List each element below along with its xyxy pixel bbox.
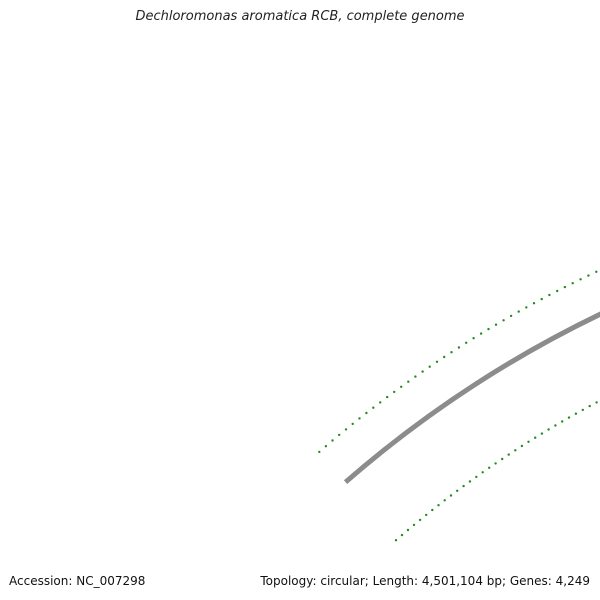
inner-dot-ring: [574, 412, 578, 415]
outer-dot-ring: [532, 302, 536, 305]
outer-dot-ring: [331, 439, 334, 442]
genome-backbone: [343, 311, 600, 484]
inner-dot-ring: [462, 484, 465, 488]
outer-dot-ring: [443, 355, 446, 359]
accession-label: Accession: NC_007298: [9, 574, 146, 588]
inner-dot-ring: [534, 436, 537, 439]
inner-dot-ring: [449, 494, 453, 497]
inner-dot-ring: [443, 499, 446, 502]
inner-dot-ring: [437, 504, 440, 507]
outer-dot-ring: [472, 337, 475, 340]
inner-dot-ring: [488, 466, 491, 469]
outer-dot-ring: [595, 270, 598, 273]
outer-dot-ring: [450, 351, 453, 354]
outer-dot-ring: [435, 360, 439, 363]
inner-dot-ring: [494, 462, 497, 465]
outer-dot-ring: [344, 428, 348, 431]
outer-dot-ring: [556, 289, 559, 293]
inner-dot-ring: [588, 404, 591, 408]
inner-dot-ring: [431, 508, 434, 512]
inner-dot-ring: [501, 457, 504, 461]
inner-dot-ring: [468, 480, 472, 483]
inner-dot-ring: [394, 539, 398, 542]
outer-dot-ring: [365, 411, 368, 415]
inner-dot-ring: [425, 513, 428, 517]
outer-dot-ring: [571, 282, 574, 285]
outer-dot-ring: [517, 310, 520, 313]
inner-dot-ring: [520, 444, 524, 448]
inner-dot-ring: [406, 528, 410, 532]
outer-dot-ring: [479, 332, 483, 335]
outer-dot-ring: [525, 306, 528, 309]
outer-dot-ring: [563, 285, 567, 289]
outer-dot-ring: [351, 422, 354, 426]
inner-dot-ring: [554, 424, 557, 427]
inner-dot-ring: [595, 401, 598, 404]
outer-dot-ring: [379, 401, 382, 404]
inner-dot-ring: [481, 471, 484, 474]
inner-dot-ring: [581, 408, 584, 412]
topology-summary: Topology: circular; Length: 4,501,104 bp…: [260, 574, 590, 588]
inner-dot-ring: [514, 449, 517, 452]
outer-dot-ring: [494, 323, 498, 326]
inner-dot-ring: [547, 428, 550, 431]
outer-dot-ring: [400, 385, 403, 388]
outer-dot-ring: [509, 314, 513, 318]
outer-dot-ring: [324, 445, 328, 448]
outer-dot-ring: [338, 433, 341, 437]
outer-dot-ring: [414, 375, 417, 378]
outer-dot-ring: [428, 365, 431, 368]
outer-dot-ring: [372, 406, 375, 409]
outer-dot-ring: [358, 417, 361, 420]
inner-dot-ring: [418, 518, 422, 522]
inner-dot-ring: [475, 475, 478, 479]
outer-dot-ring: [318, 450, 321, 454]
outer-dot-ring: [407, 380, 410, 383]
outer-dot-ring: [465, 341, 468, 344]
outer-dot-ring: [579, 278, 582, 281]
map-title: Dechloromonas aromatica RCB, complete ge…: [135, 9, 465, 24]
inner-dot-ring: [567, 416, 571, 419]
outer-dot-ring: [540, 297, 543, 301]
inner-dot-ring: [527, 440, 530, 443]
inner-dot-ring: [456, 489, 459, 492]
outer-dot-ring: [386, 395, 389, 399]
inner-dot-ring: [540, 432, 544, 435]
inner-dot-ring: [412, 523, 416, 527]
outer-dot-ring: [548, 293, 551, 297]
inner-dot-ring: [400, 533, 404, 537]
outer-dot-ring: [421, 370, 424, 373]
outer-dot-ring: [487, 327, 490, 331]
outer-dot-ring: [587, 274, 590, 277]
outer-dot-ring: [502, 319, 505, 322]
inner-dot-ring: [507, 453, 510, 456]
inner-dot-ring: [561, 420, 564, 423]
outer-dot-ring: [393, 390, 396, 394]
outer-dot-ring: [457, 346, 461, 349]
